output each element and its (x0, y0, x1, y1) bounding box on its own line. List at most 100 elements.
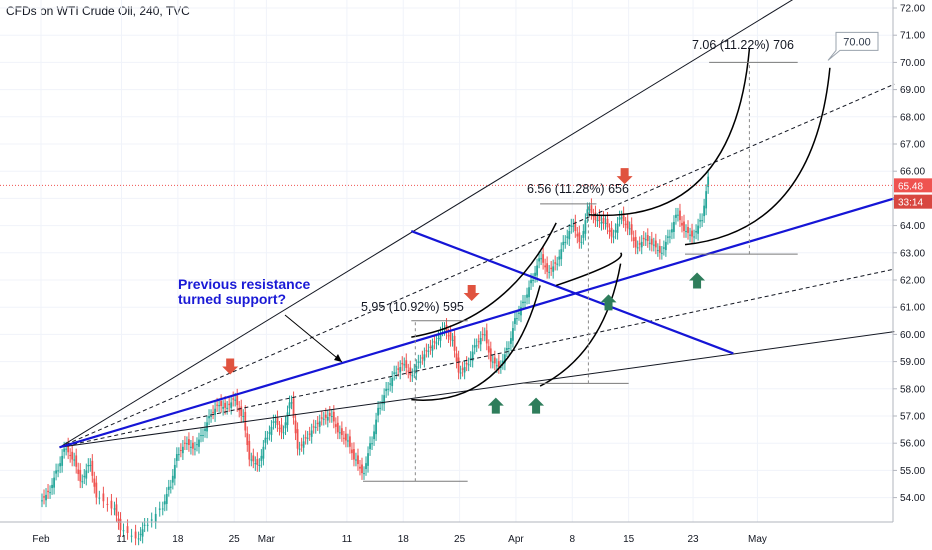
candle-body (212, 411, 214, 413)
candle-body (642, 237, 645, 240)
x-tick-label: 18 (398, 534, 410, 545)
candle-body (594, 212, 597, 221)
candle-body (421, 357, 424, 359)
candle-body (65, 448, 68, 450)
candle-body (695, 231, 697, 233)
candle-body (324, 414, 327, 418)
candle-body (316, 422, 319, 425)
candle-body (572, 225, 575, 227)
candle-body (122, 530, 125, 532)
candle-body (294, 420, 297, 434)
candle-body (620, 217, 623, 219)
candle-body (202, 435, 204, 437)
candle-body (200, 435, 202, 437)
candle-body (240, 406, 243, 416)
candle-body (598, 216, 601, 222)
candle-body (528, 287, 530, 298)
candle-body (177, 454, 180, 456)
candle-body (612, 236, 615, 238)
y-tick-label: 54.00 (900, 493, 925, 504)
y-tick-label: 68.00 (900, 112, 925, 123)
candle-body (654, 240, 657, 248)
candle-body (169, 486, 172, 488)
candle-body (487, 346, 490, 353)
x-tick-label: May (748, 534, 767, 545)
candle-body (379, 407, 382, 409)
candle-body (43, 496, 45, 498)
candle-body (230, 402, 233, 408)
countdown-badge: 33:14 (898, 198, 923, 209)
candle-body (198, 439, 200, 447)
candle-body (495, 365, 498, 367)
candle-body (369, 443, 371, 450)
candle-body (67, 444, 70, 453)
candle-body (600, 221, 603, 224)
candle-body (624, 223, 627, 225)
y-tick-label: 62.00 (900, 276, 925, 287)
candle-body (660, 252, 663, 254)
candle-body (427, 350, 430, 352)
candle-body (375, 419, 377, 435)
candle-body (425, 350, 428, 352)
candle-body (210, 416, 212, 417)
candle-body (89, 464, 92, 466)
up-arrow-icon (528, 397, 545, 414)
candle-body (117, 518, 120, 523)
candle-body (272, 421, 275, 423)
candle-body (183, 442, 186, 444)
candle-body (437, 338, 440, 340)
candle-body (322, 418, 325, 420)
candle-body (216, 404, 218, 406)
candle-body (385, 388, 388, 392)
candle-body (41, 500, 43, 502)
candle-body (361, 464, 363, 474)
candle-body (95, 482, 98, 498)
x-tick-label: Mar (258, 534, 276, 545)
arc-curve (588, 48, 751, 217)
price-axis[interactable]: 54.00 55.00 56.00 57.00 58.00 59.00 60.00 61.00… (892, 0, 932, 522)
y-tick-label: 64.00 (900, 221, 925, 232)
candle-body (171, 475, 174, 483)
trend-line-blue (59, 197, 895, 449)
candle-body (353, 449, 355, 460)
candle-body (340, 428, 343, 436)
candle-body (439, 333, 442, 341)
candle-body (363, 473, 365, 475)
y-tick-label: 63.00 (900, 248, 925, 259)
candle-body (143, 524, 146, 526)
candle-body (186, 443, 188, 445)
candle-body (77, 469, 80, 475)
candle-body (673, 221, 675, 232)
x-tick-label: 25 (454, 534, 466, 545)
x-tick-label: 25 (229, 534, 241, 545)
annotation-text: turned support? (178, 291, 286, 307)
candles (41, 169, 710, 546)
candle-body (481, 333, 484, 335)
candle-body (196, 444, 198, 446)
candle-body (228, 403, 231, 406)
candle-body (312, 426, 315, 428)
candle-body (262, 446, 265, 459)
candle-body (246, 433, 249, 446)
candle-body (618, 217, 621, 220)
candle-body (130, 535, 133, 537)
time-axis[interactable]: Feb 11 18 25 Mar 11 18 25 Apr 8 15 23 May (0, 521, 893, 545)
candle-body (689, 234, 691, 236)
candle-body (518, 312, 520, 314)
candle-body (699, 220, 701, 222)
countdown-badge-bg (894, 194, 932, 209)
candle-body (242, 416, 245, 417)
candle-body (701, 220, 704, 222)
candle-body (85, 470, 88, 479)
candle-body (596, 220, 599, 222)
candle-body (284, 422, 287, 429)
candle-body (296, 429, 299, 449)
candle-body (538, 258, 540, 262)
candle-body (683, 221, 685, 232)
candle-body (336, 422, 339, 433)
arc-curve (411, 222, 557, 338)
candle-body (570, 225, 573, 227)
annotation-text: 6.56 (11.28%) 656 (527, 182, 629, 196)
candle-body (477, 341, 480, 343)
